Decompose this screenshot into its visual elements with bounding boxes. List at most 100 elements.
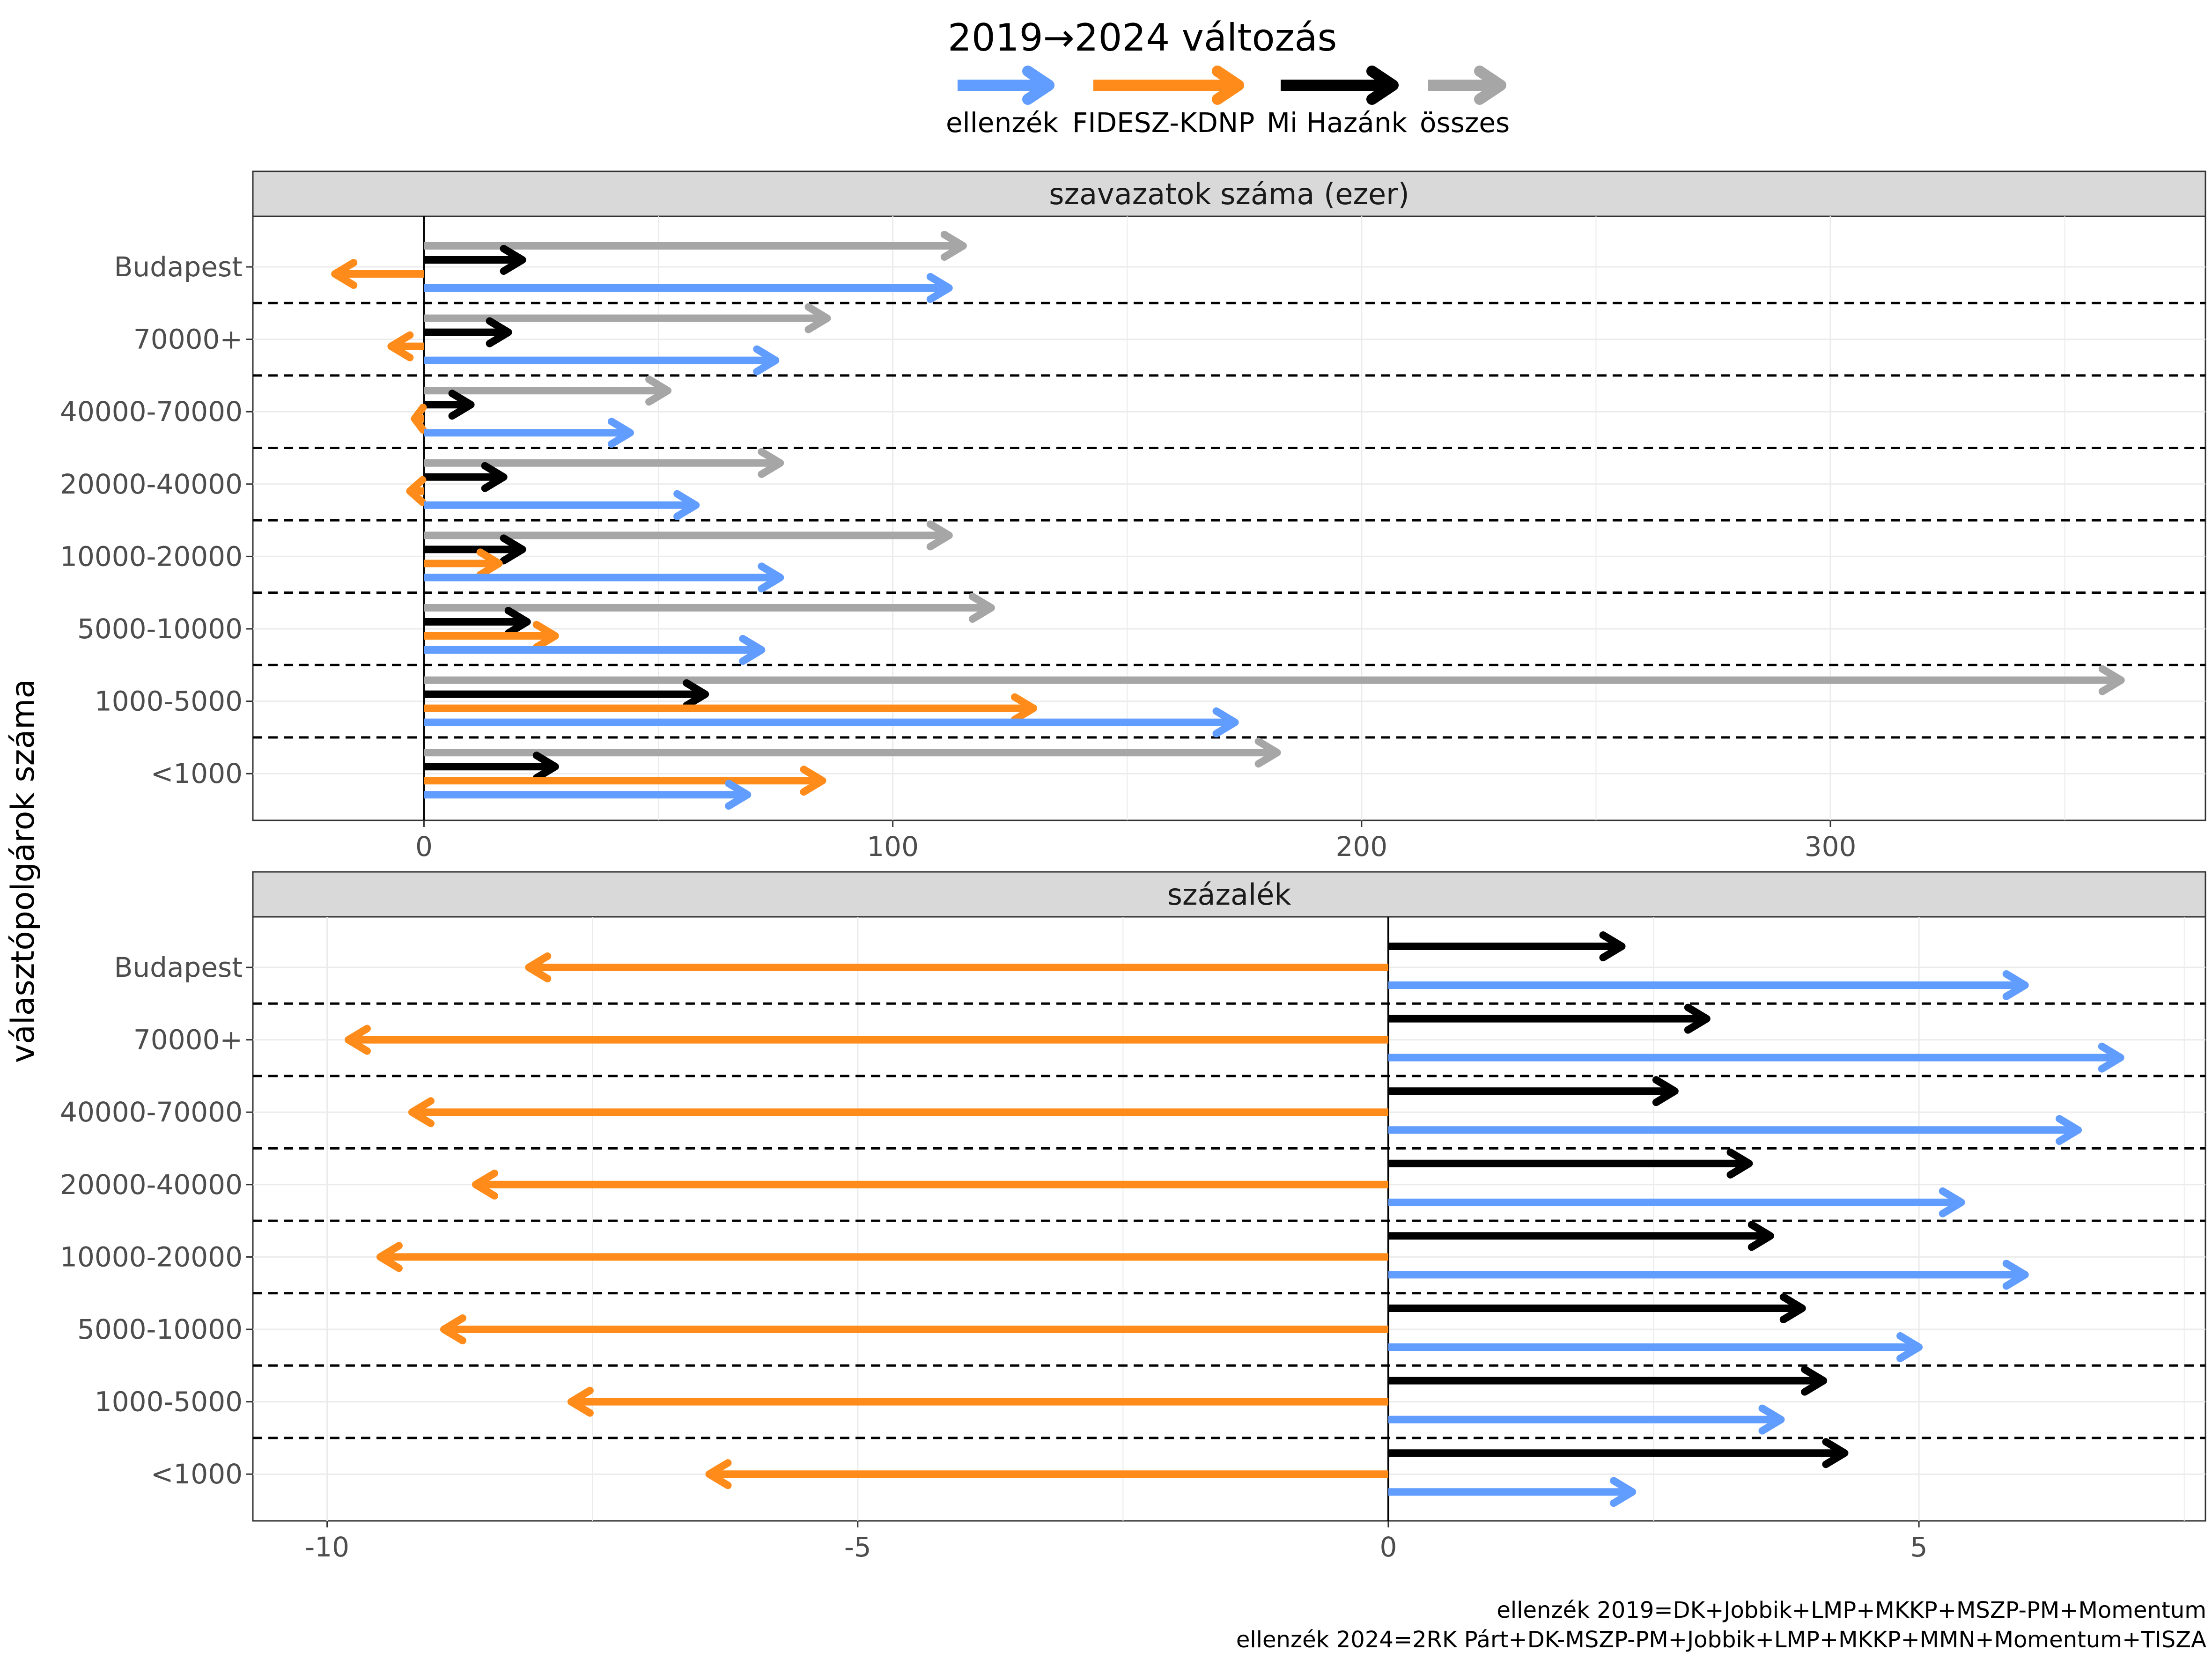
arrow-fidesz-kdnp-1000-5000 — [567, 1386, 1388, 1417]
arrow-fidesz-kdnp-20000-40000 — [406, 476, 427, 506]
arrow-head — [800, 766, 826, 796]
arrow-ellenz-k-10000-20000 — [424, 562, 784, 593]
y-tick-label: 5000-10000 — [77, 1313, 243, 1345]
arrow-head — [2056, 1115, 2082, 1145]
arrow-ellenz-k-70000 — [424, 345, 780, 376]
arrow-head — [1599, 931, 1626, 961]
arrow-mi-haz-nk-5000-10000 — [424, 607, 531, 637]
arrow-mi-haz-nk-1000-5000 — [424, 679, 709, 709]
legend-entry-mihazank: Mi Hazánk — [1267, 66, 1407, 139]
arrow-head — [753, 345, 780, 376]
caption-line-2: ellenzék 2024=2RK Párt+DK-MSZP-PM+Jobbik… — [1236, 1627, 2206, 1653]
y-tick-label: 10000-20000 — [60, 1241, 243, 1273]
arrow-mi-haz-nk-budapest — [424, 245, 526, 275]
arrow-mi-haz-nk-10000-20000 — [1388, 1221, 1774, 1251]
arrow-mi-haz-nk-40000-70000 — [424, 390, 475, 420]
x-tick-label: 300 — [1805, 831, 1857, 863]
y-tick-label: <1000 — [151, 1458, 243, 1490]
y-tick-label: 70000+ — [133, 324, 243, 355]
legend-arrowhead-ellenzek — [1022, 66, 1054, 105]
arrow-ellenz-k-40000-70000 — [424, 418, 634, 448]
arrow-head — [2098, 1042, 2124, 1073]
legend-entry-fidesz: FIDESZ-KDNP — [1072, 66, 1254, 139]
y-axis-title: választópolgárok száma — [5, 679, 42, 1063]
legend-entry-osszes: összes — [1420, 66, 1510, 139]
legend-arrowhead-osszes — [1474, 66, 1506, 105]
arrow-ellenz-k-1000-5000 — [424, 707, 1239, 737]
arrow-mi-haz-nk-10000-20000 — [424, 534, 526, 565]
arrow-sszes-5000-10000 — [424, 593, 995, 623]
caption-line-1: ellenzék 2019=DK+Jobbik+LMP+MKKP+MSZP-PM… — [1497, 1597, 2206, 1623]
arrow-fidesz-kdnp-40000-70000 — [408, 1097, 1388, 1128]
legend-arrowhead-fidesz — [1212, 66, 1244, 105]
arrow-head — [567, 1386, 594, 1417]
y-tick-label: 70000+ — [133, 1024, 243, 1056]
arrow-head — [2002, 1260, 2029, 1290]
legend-title: 2019→2024 változás — [948, 16, 1337, 59]
arrow-fidesz-kdnp-70000 — [344, 1025, 1388, 1055]
legend-entry-ellenzek: ellenzék — [946, 66, 1058, 139]
arrow-ellenz-k-1000 — [1388, 1477, 1637, 1507]
arrow-head — [532, 621, 559, 651]
arrow-head — [1610, 1477, 1637, 1507]
y-tick-label: 5000-10000 — [77, 613, 243, 645]
y-tick-label: Budapest — [114, 951, 243, 983]
arrow-head — [2098, 665, 2125, 695]
y-tick-label: 10000-20000 — [60, 540, 243, 572]
arrow-head — [406, 476, 427, 506]
arrow-fidesz-kdnp-5000-10000 — [440, 1314, 1388, 1344]
arrow-head — [376, 1242, 403, 1272]
x-tick-label: 5 — [1910, 1531, 1928, 1563]
arrow-ellenz-k-40000-70000 — [1388, 1115, 2082, 1145]
arrow-head — [504, 607, 531, 637]
y-tick-label: <1000 — [151, 758, 243, 789]
arrow-head — [344, 1025, 371, 1055]
arrow-head — [500, 245, 526, 275]
arrow-head — [1652, 1076, 1679, 1106]
arrow-ellenz-k-budapest — [424, 273, 953, 303]
panel-percent: százalék Budapest 70000+ 40000-70000 20000-… — [60, 871, 2206, 1563]
legend-label-mihazank: Mi Hazánk — [1267, 107, 1407, 139]
arrow-head — [387, 331, 414, 361]
arrow-mi-haz-nk-70000 — [1388, 1003, 1711, 1034]
legend-label-osszes: összes — [1420, 107, 1510, 139]
arrow-head — [1010, 693, 1037, 723]
arrow-fidesz-kdnp-10000-20000 — [424, 548, 503, 579]
arrow-ellenz-k-budapest — [1388, 970, 2029, 1000]
arrow-fidesz-kdnp-1000-5000 — [424, 693, 1037, 723]
arrows-votes — [331, 231, 2125, 810]
arrow-fidesz-kdnp-1000 — [424, 766, 826, 796]
arrow-mi-haz-nk-40000-70000 — [1388, 1076, 1679, 1106]
x-tick-label: -10 — [305, 1531, 349, 1563]
arrow-head — [1822, 1438, 1849, 1468]
y-tick-label: 40000-70000 — [60, 1096, 243, 1128]
arrow-mi-haz-nk-5000-10000 — [1388, 1293, 1806, 1323]
arrow-head — [1758, 1404, 1785, 1435]
arrow-head — [940, 231, 967, 261]
x-tick-label: 0 — [1379, 1531, 1397, 1563]
strip-votes — [252, 170, 2206, 217]
y-tick-label: 20000-40000 — [60, 468, 243, 500]
arrow-head — [2002, 970, 2029, 1000]
arrow-head — [804, 303, 831, 333]
arrow-fidesz-kdnp-20000-40000 — [472, 1169, 1388, 1200]
arrow-head — [1747, 1221, 1774, 1251]
arrow-head — [673, 490, 700, 520]
arrow-ellenz-k-20000-40000 — [1388, 1187, 1965, 1217]
x-tick-label: 0 — [415, 831, 433, 863]
legend-label-ellenzek: ellenzék — [946, 107, 1058, 139]
x-tick-label: 100 — [867, 831, 919, 863]
y-tick-label: 20000-40000 — [60, 1169, 243, 1201]
strip-title-percent: százalék — [1167, 877, 1291, 912]
arrow-head — [448, 390, 475, 420]
arrow-head — [926, 273, 953, 303]
arrow-head — [758, 562, 784, 593]
category-separators-votes — [253, 302, 2205, 739]
arrow-head — [481, 462, 508, 492]
arrow-fidesz-kdnp-40000-70000 — [411, 404, 427, 434]
arrow-head — [725, 780, 752, 810]
arrow-ellenz-k-10000-20000 — [1388, 1260, 2029, 1290]
y-tick-labels-percent: Budapest 70000+ 40000-70000 20000-40000 1000… — [60, 951, 253, 1490]
arrow-head — [607, 418, 634, 448]
